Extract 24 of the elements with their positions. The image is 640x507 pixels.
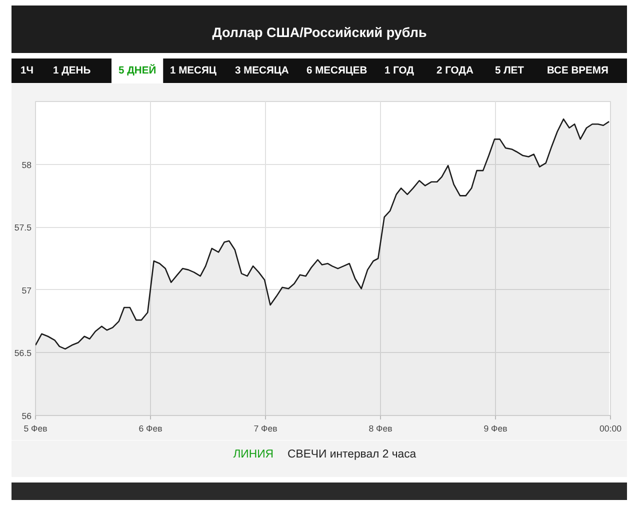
y-tick-label: 58 (22, 160, 32, 170)
y-tick-label: 57.5 (14, 222, 32, 233)
text: 1 ДЕНЬ (53, 66, 92, 76)
text: 2 ГОДА (436, 66, 474, 76)
x-tick-label: 00:00 (599, 424, 622, 434)
x-tick-label: 5 Фев (24, 424, 48, 434)
text: 5 ДНЕЙ (118, 64, 156, 76)
text: 1 ГОД (384, 66, 415, 76)
y-tick-label: 56.5 (14, 348, 32, 358)
text: 1Ч (20, 66, 34, 76)
text: 3 МЕСЯЦА (235, 66, 290, 76)
text: ВСЕ ВРЕМЯ (547, 66, 608, 76)
x-tick-label: 8 Фев (368, 424, 393, 434)
text: 6 МЕСЯЦЕВ (306, 66, 368, 76)
x-tick-label: 9 Фев (484, 424, 508, 434)
text: 5 ЛЕТ (495, 66, 525, 76)
text: СВЕЧИ интервал 2 часа (288, 448, 417, 460)
text: 1 МЕСЯЦ (170, 66, 217, 76)
y-tick-label: 56 (22, 411, 32, 421)
x-tick-label: 7 Фев (254, 424, 278, 434)
x-tick-label: 6 Фев (138, 424, 163, 434)
chart-title: Доллар США/Российский рубль (212, 25, 427, 40)
y-tick-label: 57 (22, 285, 32, 296)
text: ЛИНИЯ (233, 448, 274, 460)
